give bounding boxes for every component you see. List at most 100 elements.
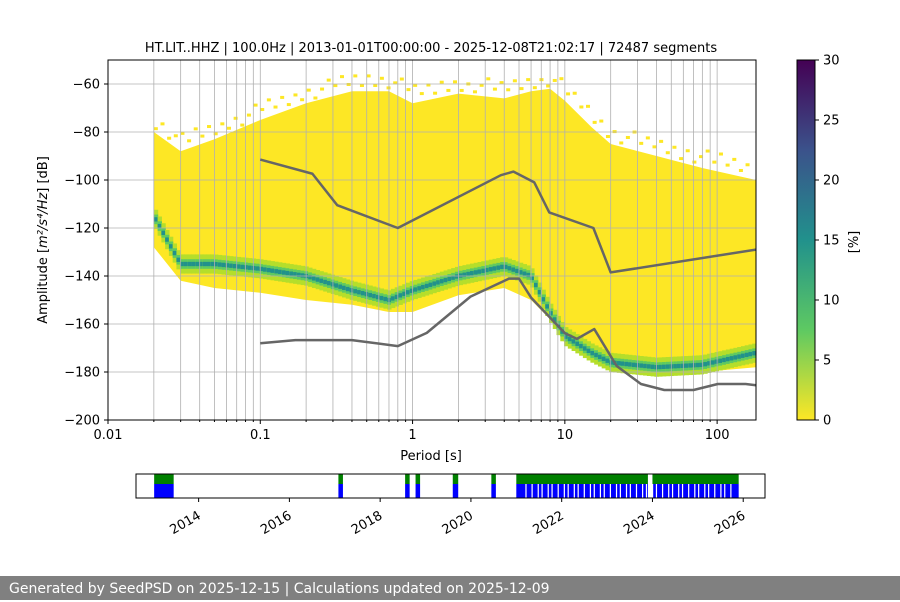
colorbar-label: [%] — [847, 231, 862, 254]
psd-band-core — [729, 356, 735, 361]
psd-speck — [286, 103, 291, 107]
psd-band-core — [624, 361, 629, 367]
y-tick-label: −120 — [64, 222, 100, 237]
psd-band-core — [424, 283, 430, 289]
psd-band-core — [503, 264, 509, 270]
psd-band-core — [300, 273, 305, 278]
psd-band-core — [274, 269, 279, 274]
psd-band-core — [692, 363, 697, 368]
psd-span — [154, 484, 174, 498]
psd-band-core — [221, 262, 226, 268]
psd-speck — [738, 168, 743, 172]
psd-gap — [714, 484, 716, 498]
availability-span — [405, 474, 410, 484]
psd-speck — [393, 81, 398, 85]
psd-gap — [681, 484, 684, 498]
psd-speck — [705, 149, 710, 153]
psd-band-core — [368, 292, 373, 298]
footer-banner: Generated by SeedPSD on 2025-12-15 | Cal… — [0, 576, 900, 600]
timeline-tick-label: 2016 — [258, 508, 294, 538]
psd-speck — [718, 152, 723, 156]
psd-band-core — [375, 294, 381, 300]
psd-speck — [459, 88, 464, 92]
psd-speck — [167, 136, 172, 140]
psd-speck — [479, 83, 484, 87]
plot-frame — [107, 59, 757, 421]
psd-speck — [679, 157, 684, 161]
psd-band-core — [405, 290, 411, 295]
psd-gap — [589, 484, 592, 498]
psd-band-core — [718, 358, 723, 363]
psd-band-core — [296, 272, 302, 277]
psd-band-core — [661, 364, 667, 369]
psd-band-core — [153, 217, 159, 222]
psd-band-core — [281, 270, 287, 275]
psd-band-core — [398, 293, 403, 298]
psd-band-core — [394, 294, 400, 300]
psd-band-core — [650, 364, 655, 369]
psd-gap — [668, 484, 670, 498]
psd-gap — [720, 484, 722, 498]
psd-band-core — [575, 341, 580, 346]
psd-speck — [732, 157, 737, 161]
x-axis-ticks: 0.01 0.1 1 10 100 — [94, 420, 730, 443]
psd-band-core — [262, 267, 268, 272]
psd-speck — [512, 79, 517, 83]
psd-speck — [160, 122, 165, 126]
availability-span — [154, 474, 174, 484]
psd-band-core — [594, 352, 599, 358]
colorbar — [796, 59, 816, 421]
psd-band-core — [477, 269, 482, 274]
psd-speck — [506, 88, 511, 92]
psd-speck — [439, 80, 444, 84]
psd-band-core — [722, 357, 727, 363]
psd-band-core — [180, 261, 185, 267]
psd-band-core — [210, 261, 215, 267]
psd-band-core — [458, 273, 464, 278]
psd-band-core — [199, 261, 204, 267]
psd-band-core — [492, 266, 497, 271]
psd-band-core — [247, 265, 253, 270]
y-tick-label: −180 — [64, 366, 100, 381]
psd-speck — [745, 163, 750, 167]
psd-gap — [599, 484, 602, 498]
psd-band-core — [308, 275, 313, 280]
y-axis-label: Amplitude [m²/s⁴/Hz] [dB] — [36, 156, 51, 324]
psd-band-core — [206, 261, 211, 267]
psd-band-core — [447, 276, 452, 282]
psd-band-core — [665, 364, 671, 369]
timeline-frame — [135, 473, 766, 499]
psd-speck — [280, 95, 285, 99]
availability-span — [652, 474, 739, 484]
psd-speck — [532, 86, 537, 90]
psd-gap — [625, 484, 628, 498]
psd-speck — [426, 83, 431, 87]
psd-gap — [708, 484, 710, 498]
psd-speck — [659, 139, 664, 143]
psd-gap — [551, 484, 553, 498]
psd-speck — [340, 75, 345, 79]
timeline-tick-label: 2024 — [621, 508, 657, 538]
psd-band-core — [202, 261, 208, 267]
psd-band-core — [338, 284, 343, 289]
psd-speck — [246, 113, 251, 117]
availability-span — [415, 474, 421, 484]
psd-speck — [300, 98, 305, 102]
y-tick-label: −160 — [64, 318, 100, 333]
psd-band-core — [357, 290, 362, 295]
psd-speck — [366, 74, 371, 78]
psd-band-core — [699, 362, 704, 368]
psd-speck — [652, 145, 657, 149]
psd-gap — [609, 484, 611, 498]
psd-band-core — [567, 336, 573, 342]
psd-speck — [326, 78, 331, 82]
psd-speck — [546, 84, 551, 88]
psd-speck — [472, 90, 477, 94]
psd-band-core — [187, 261, 193, 267]
psd-speck — [712, 160, 717, 164]
psd-speck — [433, 91, 438, 95]
psd-gap — [688, 484, 690, 498]
psd-speck — [207, 125, 212, 129]
psd-band-core — [409, 288, 415, 293]
psd-band-core — [342, 285, 347, 291]
